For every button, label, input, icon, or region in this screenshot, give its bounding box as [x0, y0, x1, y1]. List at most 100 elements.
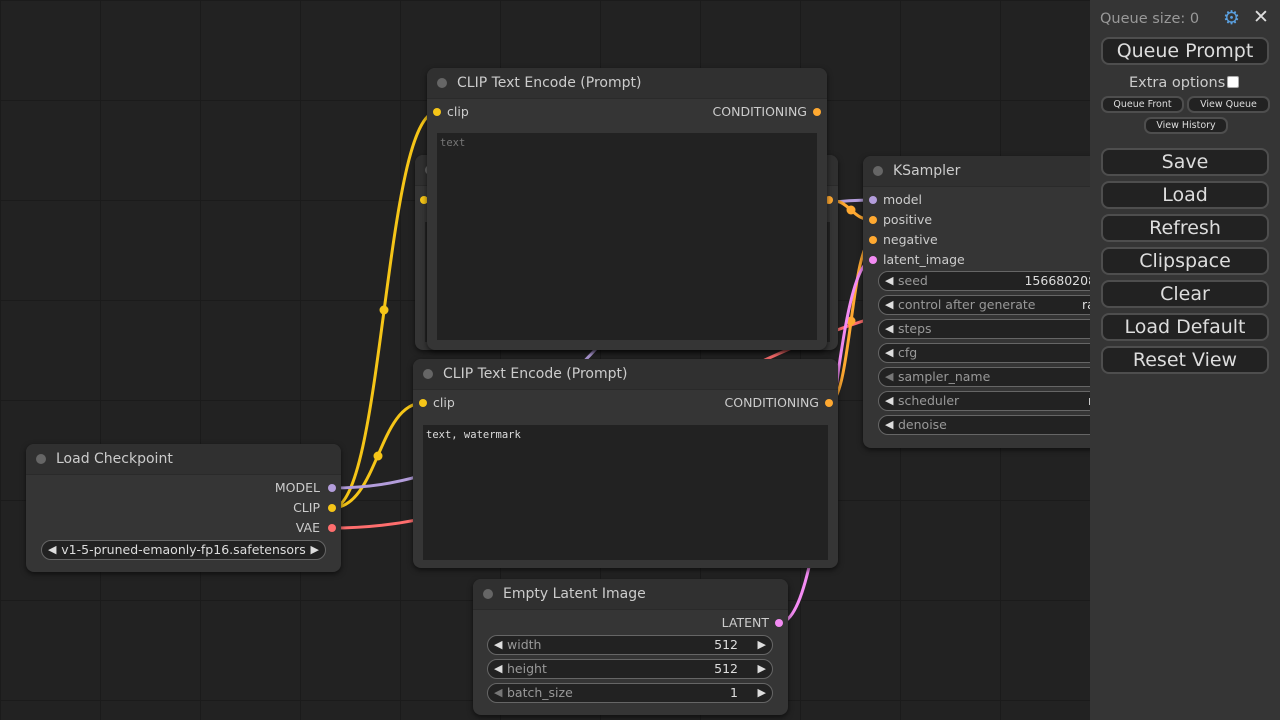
decoration: ▶: [310, 543, 319, 556]
queue-prompt-button[interactable]: Queue Prompt: [1101, 37, 1269, 65]
input-label: latent_image: [883, 252, 965, 267]
combo-widget[interactable]: ◀ v1-5-pruned-emaonly-fp16.safetensors ▶: [41, 540, 326, 560]
input-label: negative: [883, 232, 938, 247]
load-button[interactable]: Load: [1101, 181, 1269, 209]
widget-label: control after generate: [898, 297, 1036, 312]
widget[interactable]: ◀ seed 1566802087: [878, 271, 1118, 291]
queue-front-button[interactable]: Queue Front: [1101, 96, 1184, 113]
queue-panel: Queue size: 0 ⚙ ✕ Queue Prompt Extra opt…: [1090, 0, 1280, 720]
output-label: CONDITIONING: [712, 104, 807, 119]
decoration: ◀: [885, 346, 894, 359]
slot[interactable]: [328, 524, 336, 532]
slot[interactable]: [328, 504, 336, 512]
widget-value: 512: [714, 637, 738, 652]
widget-label: sampler_name: [898, 369, 991, 384]
node[interactable]: Empty Latent Image LATENT ◀ width 512 ▶ ◀ he…: [473, 579, 788, 715]
decoration: ◀: [885, 418, 894, 431]
settings-icon[interactable]: ⚙: [1223, 7, 1241, 29]
decoration: ◀: [494, 638, 503, 651]
slot[interactable]: [869, 256, 877, 264]
view-queue-button[interactable]: View Queue: [1187, 96, 1270, 113]
decoration: ◀: [494, 662, 503, 675]
node[interactable]: CLIP Text Encode (Prompt) clip CONDITION…: [427, 68, 827, 350]
widget[interactable]: ◀control after generaterand: [878, 295, 1118, 315]
widget[interactable]: ◀ height 512 ▶: [487, 659, 773, 679]
output-label: LATENT: [721, 615, 769, 630]
widget[interactable]: ◀ denoise: [878, 415, 1118, 435]
decoration: ◀: [885, 394, 894, 407]
node-title: Load Checkpoint: [26, 444, 341, 475]
slot[interactable]: [328, 484, 336, 492]
extra-options-label: Extra options: [1129, 75, 1226, 91]
node[interactable]: CLIP Text Encode (Prompt) clip CONDITION…: [413, 359, 838, 568]
widget-value: v1-5-pruned-emaonly-fp16.safetensors: [61, 542, 306, 557]
slot[interactable]: [869, 196, 877, 204]
slot[interactable]: [420, 196, 428, 204]
widget-value: 1566802087: [1024, 273, 1104, 288]
slot[interactable]: [433, 108, 441, 116]
widget-label: seed: [898, 273, 928, 288]
link-center: [373, 451, 383, 461]
slot[interactable]: [825, 196, 833, 204]
input-label: clip: [447, 104, 469, 119]
decoration: ▶: [757, 686, 766, 699]
node[interactable]: Load Checkpoint MODEL CLIP VAE ◀ v1-5-pru…: [26, 444, 341, 572]
refresh-button[interactable]: Refresh: [1101, 214, 1269, 242]
widget[interactable]: ◀schedulern: [878, 391, 1118, 411]
extra-options-checkbox[interactable]: [1227, 76, 1239, 88]
node-title: KSampler: [863, 156, 1123, 187]
widget-label: scheduler: [898, 393, 960, 408]
clear-button[interactable]: Clear: [1101, 280, 1269, 308]
view-history-button[interactable]: View History: [1144, 117, 1228, 134]
widget-label: width: [507, 637, 542, 652]
input-label: positive: [883, 212, 933, 227]
decoration: ▶: [757, 638, 766, 651]
widget-label: height: [507, 661, 547, 676]
widget-label: cfg: [898, 345, 918, 360]
slot[interactable]: [419, 399, 427, 407]
clipspace-button[interactable]: Clipspace: [1101, 247, 1269, 275]
decoration: ◀: [885, 298, 894, 311]
load-default-button[interactable]: Load Default: [1101, 313, 1269, 341]
link-center: [846, 316, 856, 326]
slot[interactable]: [813, 108, 821, 116]
output-label: VAE: [295, 520, 320, 535]
output-label: CONDITIONING: [724, 395, 819, 410]
slot[interactable]: [869, 236, 877, 244]
decoration: ◀: [885, 322, 894, 335]
node-title: Empty Latent Image: [473, 579, 788, 610]
output-label: CLIP: [293, 500, 320, 515]
node[interactable]: KSampler model positive negative latent_…: [863, 156, 1123, 448]
widget-label: denoise: [898, 417, 947, 432]
textarea[interactable]: text, watermark: [423, 425, 828, 560]
widget-value: 512: [714, 661, 738, 676]
decoration: ▶: [757, 662, 766, 675]
widget[interactable]: ◀ batch_size 1 ▶: [487, 683, 773, 703]
slot[interactable]: [825, 399, 833, 407]
widget-value: 1: [730, 685, 738, 700]
widget[interactable]: ◀ width 512 ▶: [487, 635, 773, 655]
decoration: ◀: [885, 274, 894, 287]
link-center: [846, 205, 856, 215]
reset-view-button[interactable]: Reset View: [1101, 346, 1269, 374]
node-title: CLIP Text Encode (Prompt): [413, 359, 838, 390]
save-button[interactable]: Save: [1101, 148, 1269, 176]
slot[interactable]: [775, 619, 783, 627]
widget-label: steps: [898, 321, 932, 336]
close-icon[interactable]: ✕: [1253, 6, 1269, 28]
widget[interactable]: ◀ steps: [878, 319, 1118, 339]
decoration: ◀: [885, 370, 894, 383]
slot[interactable]: [869, 216, 877, 224]
widget-label: batch_size: [507, 685, 573, 700]
decoration: ◀: [48, 543, 57, 556]
widget[interactable]: ◀ cfg: [878, 343, 1118, 363]
decoration: ◀: [494, 686, 503, 699]
link-center: [379, 305, 389, 315]
node-title: CLIP Text Encode (Prompt): [427, 68, 827, 99]
widget[interactable]: ◀ sampler_name: [878, 367, 1118, 387]
textarea[interactable]: text: [437, 133, 817, 340]
queue-size: Queue size: 0: [1100, 11, 1200, 27]
input-label: model: [883, 192, 922, 207]
output-label: MODEL: [274, 480, 320, 495]
